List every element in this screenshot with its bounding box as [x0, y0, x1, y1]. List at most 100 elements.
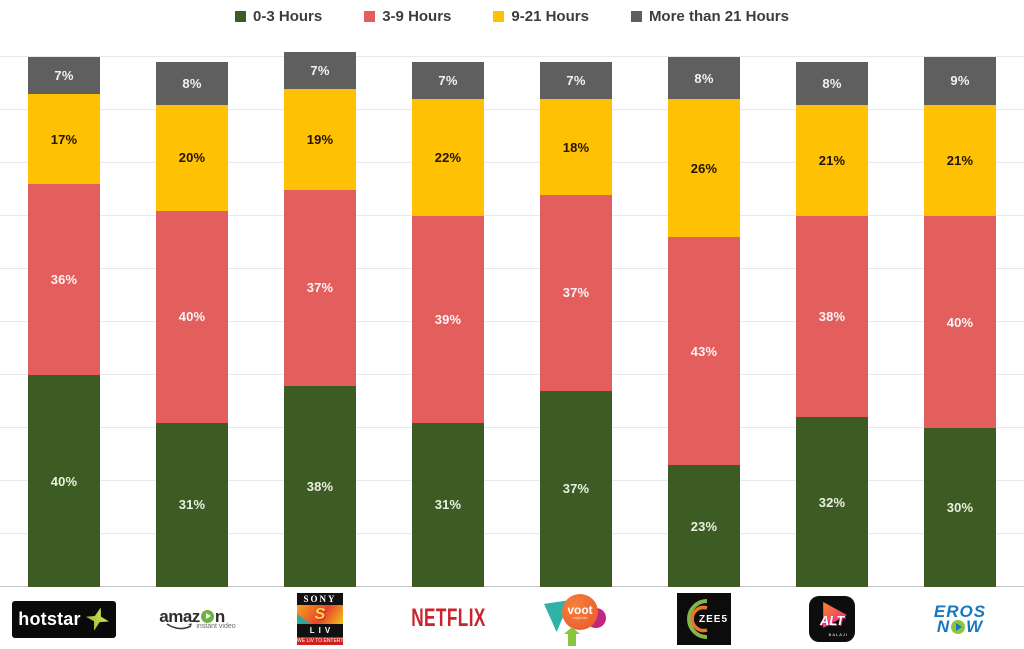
zee5-logo: ZEE5: [677, 593, 731, 645]
voot-logo: voot originals: [544, 592, 608, 646]
gridline-40: [0, 374, 1024, 375]
amazon-play-icon: [200, 609, 214, 623]
bar-amazon-instant-video: 8% 20% 40% 31%: [156, 62, 228, 587]
segment-value-label: 20%: [178, 150, 206, 166]
bar-segment-amazon-instant-video-0-3-hours: 31%: [156, 422, 228, 587]
segment-value-label: 37%: [306, 280, 334, 296]
now-letter-w: W: [966, 617, 984, 636]
legend-item-0: 0-3 Hours: [235, 8, 322, 25]
bar-segment-sony-liv-0-3-hours: 38%: [284, 385, 356, 587]
segment-value-label: 23%: [690, 518, 718, 534]
segment-value-label: 18%: [562, 139, 590, 155]
bar-segment-netflix-more-than-21-hours: 7%: [412, 62, 484, 100]
segment-value-label: 40%: [50, 473, 78, 489]
bar-voot: 7% 18% 37% 37%: [540, 62, 612, 587]
segment-value-label: 37%: [562, 285, 590, 301]
bar-segment-amazon-instant-video-3-9-hours: 40%: [156, 210, 228, 423]
liv-wordmark: LIV: [297, 624, 343, 637]
segment-value-label: 9%: [950, 73, 970, 89]
gridline-80: [0, 162, 1024, 163]
balaji-label: BALAJI: [828, 632, 848, 637]
segment-value-label: 21%: [818, 152, 846, 168]
altbalaji-logo: ALT BALAJI: [809, 596, 855, 642]
plot-area: 7% 17% 36% 40% 8% 20% 40% 31% 7% 19% 37% 38% 7% 22% 39…: [0, 40, 1024, 587]
legend-swatch-icon: [493, 11, 505, 22]
bar-segment-alt-balaji-9-21-hours: 21%: [796, 104, 868, 217]
segment-value-label: 7%: [310, 62, 330, 78]
bar-alt-balaji: 8% 21% 38% 32%: [796, 62, 868, 587]
segment-value-label: 21%: [946, 152, 974, 168]
sonyliv-logo: SONY S LIV WE LIV TO ENTERTAIN: [297, 593, 343, 645]
segment-value-label: 43%: [690, 343, 718, 359]
logo-voot: voot originals: [512, 589, 640, 649]
bar-netflix: 7% 22% 39% 31%: [412, 62, 484, 587]
hotstar-wordmark: hotstar: [18, 608, 81, 629]
category-logo-row: hotstar amaz n: [0, 589, 1024, 649]
amazon-sub-label: instant video: [196, 623, 236, 630]
legend-swatch-icon: [364, 11, 376, 22]
logo-erosnow: EROS N W: [896, 589, 1024, 649]
segment-value-label: 38%: [306, 478, 334, 494]
alt-wordmark: ALT: [819, 612, 845, 628]
sonyliv-s-letter: S: [314, 605, 326, 623]
legend-swatch-icon: [235, 11, 247, 22]
legend-swatch-icon: [630, 11, 642, 22]
legend-item-2: 9-21 Hours: [493, 8, 589, 25]
segment-value-label: 31%: [434, 497, 462, 513]
voot-arrow-icon: [564, 627, 580, 646]
bar-hotstar: 7% 17% 36% 40%: [28, 57, 100, 587]
gridline-90: [0, 109, 1024, 110]
legend: 0-3 Hours 3-9 Hours 9-21 Hours More than 21…: [0, 8, 1024, 25]
segment-value-label: 19%: [306, 131, 334, 147]
legend-label: 0-3 Hours: [253, 8, 323, 25]
segment-value-label: 26%: [690, 160, 718, 176]
bar-segment-amazon-instant-video-more-than-21-hours: 8%: [156, 62, 228, 105]
bar-segment-eros-now-3-9-hours: 40%: [924, 216, 996, 428]
logo-amazon: amaz n instant video: [128, 589, 256, 649]
segment-value-label: 8%: [694, 70, 714, 86]
segment-value-label: 38%: [818, 309, 846, 325]
gridline-0: [0, 586, 1024, 587]
logo-zee5: ZEE5: [640, 589, 768, 649]
segment-value-label: 39%: [434, 311, 462, 327]
erosnow-play-icon: [951, 619, 966, 634]
segment-value-label: 31%: [178, 497, 206, 513]
amazon-logo: amaz n instant video: [148, 608, 235, 631]
voot-sub-label: originals: [572, 615, 588, 620]
segment-value-label: 36%: [50, 272, 78, 288]
bar-sony-liv: 7% 19% 37% 38%: [284, 51, 356, 587]
bar-segment-eros-now-more-than-21-hours: 9%: [924, 57, 996, 105]
bar-segment-zee5-more-than-21-hours: 8%: [668, 57, 740, 100]
bar-segment-eros-now-9-21-hours: 21%: [924, 104, 996, 216]
gridline-30: [0, 427, 1024, 428]
amazon-smile-icon: [166, 622, 193, 629]
bar-segment-alt-balaji-more-than-21-hours: 8%: [796, 62, 868, 105]
bar-segment-hotstar-9-21-hours: 17%: [28, 94, 100, 185]
bar-eros-now: 9% 21% 40% 30%: [924, 57, 996, 587]
segment-value-label: 40%: [178, 309, 206, 325]
segment-value-label: 7%: [54, 68, 74, 84]
bar-segment-netflix-9-21-hours: 22%: [412, 99, 484, 217]
bar-segment-voot-3-9-hours: 37%: [540, 194, 612, 391]
erosnow-logo: EROS N W: [933, 601, 987, 636]
bar-segment-eros-now-0-3-hours: 30%: [924, 428, 996, 587]
bar-segment-zee5-0-3-hours: 23%: [668, 465, 740, 587]
bar-segment-sony-liv-more-than-21-hours: 7%: [284, 51, 356, 89]
legend-item-3: More than 21 Hours: [630, 8, 789, 25]
bar-segment-zee5-9-21-hours: 26%: [668, 99, 740, 238]
gridline-60: [0, 268, 1024, 269]
bar-segment-hotstar-more-than-21-hours: 7%: [28, 57, 100, 95]
zee5-wordmark: ZEE5: [699, 614, 729, 625]
segment-value-label: 8%: [822, 76, 842, 92]
logo-sonyliv: SONY S LIV WE LIV TO ENTERTAIN: [256, 589, 384, 649]
bar-segment-hotstar-0-3-hours: 40%: [28, 375, 100, 587]
amazon-wordmark: amaz n: [159, 608, 225, 625]
bar-segment-zee5-3-9-hours: 43%: [668, 237, 740, 466]
voot-circle-mark: voot originals: [562, 594, 598, 630]
logo-hotstar: hotstar: [0, 589, 128, 649]
gridline-10: [0, 533, 1024, 534]
eros-wordmark: EROS: [933, 601, 987, 621]
gridline-50: [0, 321, 1024, 322]
gridline-20: [0, 480, 1024, 481]
